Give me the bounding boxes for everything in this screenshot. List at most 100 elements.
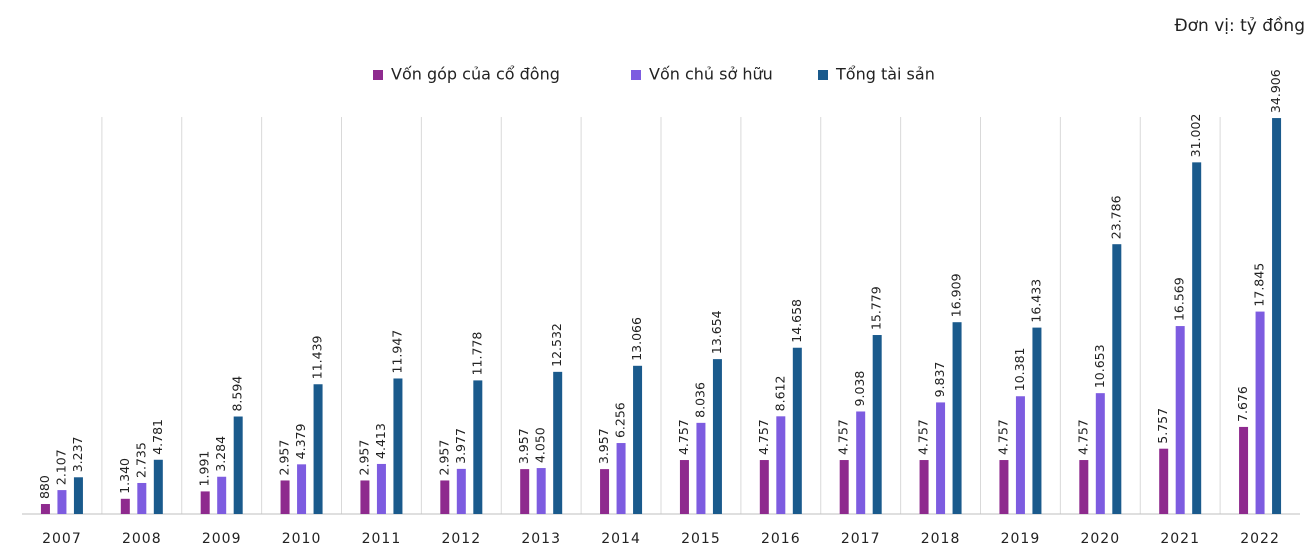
value-label: 14.658 [789, 299, 804, 343]
value-label: 16.433 [1028, 279, 1043, 323]
bar [616, 443, 626, 514]
value-label: 13.654 [709, 310, 724, 354]
value-label: 880 [37, 475, 52, 499]
bar [759, 460, 769, 514]
value-label: 1.340 [117, 458, 132, 494]
value-label: 2.957 [436, 440, 451, 476]
value-label: 7.676 [1235, 386, 1250, 422]
bar [137, 482, 147, 514]
unit-label: Đơn vị: tỷ đồng [1174, 15, 1305, 36]
value-label: 3.977 [453, 428, 468, 464]
bar [57, 490, 67, 514]
value-label: 2.957 [356, 440, 371, 476]
bar [1112, 244, 1122, 515]
legend-label: Vốn góp của cổ đông [391, 65, 560, 84]
bar [520, 469, 530, 514]
x-tick-label: 2019 [1001, 531, 1041, 546]
value-label: 4.757 [995, 419, 1010, 455]
bar [712, 359, 722, 514]
value-label: 4.757 [676, 419, 691, 455]
bar [233, 416, 243, 514]
value-label: 4.757 [756, 419, 771, 455]
bar [313, 384, 323, 514]
x-tick-label: 2018 [921, 531, 961, 546]
bar [536, 468, 546, 514]
bar [1015, 396, 1025, 514]
value-label: 10.381 [1012, 347, 1027, 391]
value-label: 11.778 [469, 332, 484, 376]
value-label: 8.612 [772, 376, 787, 412]
bar [936, 402, 946, 514]
bar [360, 480, 370, 514]
x-tick-label: 2021 [1160, 531, 1200, 546]
value-label: 3.957 [516, 428, 531, 464]
value-label: 4.757 [1075, 419, 1090, 455]
x-tick-label: 2012 [441, 531, 481, 546]
x-tick-label: 2007 [42, 531, 82, 546]
value-label: 11.439 [310, 335, 325, 379]
x-tick-label: 2011 [362, 531, 402, 546]
x-tick-label: 2008 [122, 531, 162, 546]
bar [1095, 393, 1105, 514]
value-label: 4.379 [293, 423, 308, 459]
value-label: 9.837 [932, 362, 947, 398]
bar [999, 460, 1009, 514]
bar [120, 498, 130, 514]
bar [73, 477, 83, 514]
value-label: 11.947 [389, 330, 404, 374]
bar [1192, 162, 1202, 514]
x-tick-label: 2015 [681, 531, 721, 546]
value-label: 31.002 [1188, 114, 1203, 158]
value-label: 23.786 [1108, 195, 1123, 239]
bar [1255, 311, 1265, 514]
bar [633, 365, 643, 514]
value-label: 4.757 [916, 419, 931, 455]
value-label: 8.036 [692, 382, 707, 418]
value-label: 3.957 [596, 428, 611, 464]
value-label: 4.413 [373, 423, 388, 459]
legend-swatch [631, 70, 641, 80]
bar [200, 491, 210, 514]
legend-label: Vốn chủ sở hữu [649, 65, 773, 84]
bar [473, 380, 483, 514]
bar [393, 378, 403, 514]
bar [440, 480, 450, 514]
bar [1175, 326, 1185, 514]
value-label: 4.781 [150, 419, 165, 455]
bar [40, 504, 50, 514]
bar [856, 411, 866, 514]
bar [872, 335, 882, 514]
bar [376, 463, 386, 514]
bar [679, 460, 689, 514]
bar [1272, 118, 1282, 515]
value-label: 3.284 [213, 436, 228, 472]
x-tick-label: 2017 [841, 531, 881, 546]
value-label: 3.237 [70, 436, 85, 472]
bar [792, 347, 802, 514]
value-label: 4.050 [533, 427, 548, 463]
value-label: 2.107 [53, 449, 68, 485]
value-label: 34.906 [1268, 69, 1283, 113]
x-tick-label: 2020 [1080, 531, 1120, 546]
bar [1239, 426, 1249, 514]
legend-label: Tổng tài sản [835, 65, 935, 84]
bar [776, 416, 786, 514]
value-label: 6.256 [613, 402, 628, 438]
bar [1032, 327, 1042, 514]
value-label: 16.909 [949, 273, 964, 317]
x-tick-label: 2014 [601, 531, 641, 546]
x-tick-label: 2022 [1240, 531, 1280, 546]
bar [1079, 460, 1089, 514]
bar [553, 371, 563, 514]
bar [696, 422, 706, 514]
value-label: 10.653 [1092, 344, 1107, 388]
bar [297, 464, 307, 514]
value-label: 12.532 [549, 323, 564, 367]
value-label: 17.845 [1252, 263, 1267, 307]
bar [839, 460, 849, 514]
value-label: 2.735 [133, 442, 148, 478]
value-label: 2.957 [277, 440, 292, 476]
bar [217, 476, 227, 514]
x-tick-label: 2016 [761, 531, 801, 546]
